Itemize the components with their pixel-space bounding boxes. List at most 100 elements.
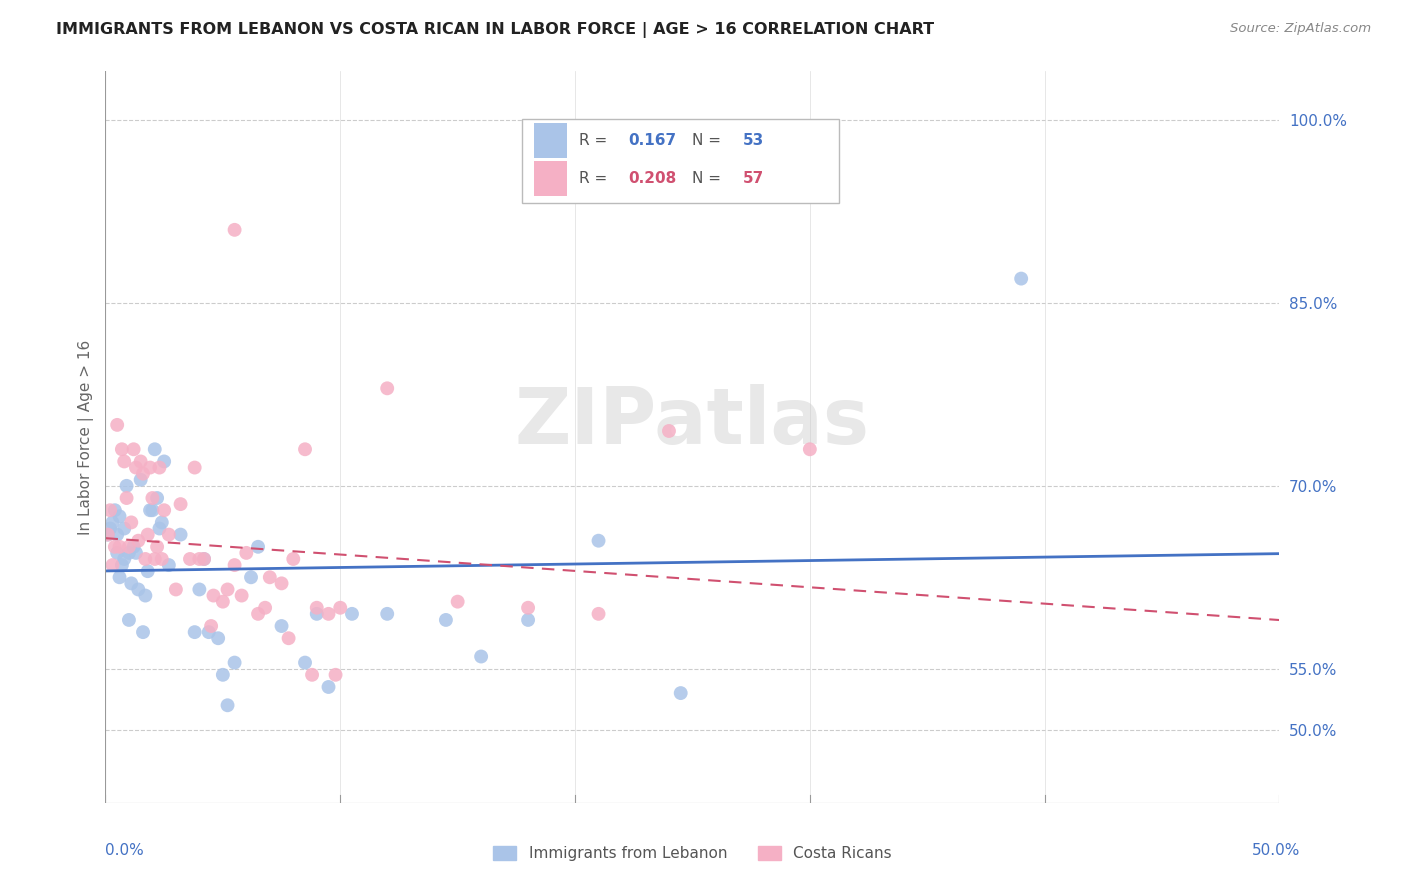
Point — [120, 576, 142, 591]
Text: N =: N = — [693, 171, 727, 186]
Point — [141, 503, 163, 517]
Point — [153, 503, 176, 517]
Point — [122, 442, 145, 457]
Point — [270, 576, 292, 591]
Text: R =: R = — [579, 171, 612, 186]
Point — [146, 540, 169, 554]
Point — [115, 479, 138, 493]
Point — [143, 552, 166, 566]
Point — [108, 509, 131, 524]
Point — [301, 667, 323, 681]
Point — [188, 552, 211, 566]
Point — [115, 491, 138, 505]
Point — [202, 589, 225, 603]
Point — [104, 540, 127, 554]
Point — [157, 527, 180, 541]
Point — [148, 460, 170, 475]
Point — [129, 473, 152, 487]
Point — [153, 454, 176, 468]
Point — [217, 582, 239, 597]
Point — [118, 546, 141, 560]
Point — [517, 600, 540, 615]
Point — [132, 625, 155, 640]
Point — [247, 540, 270, 554]
Text: Source: ZipAtlas.com: Source: ZipAtlas.com — [1230, 22, 1371, 36]
Point — [111, 442, 134, 457]
Point — [188, 582, 211, 597]
Point — [122, 540, 145, 554]
Point — [588, 607, 610, 621]
Point — [127, 582, 149, 597]
Point — [470, 649, 492, 664]
Point — [434, 613, 457, 627]
Point — [104, 503, 127, 517]
Point — [111, 558, 134, 573]
Point — [259, 845, 281, 859]
Point — [305, 607, 328, 621]
Point — [231, 589, 253, 603]
Text: 57: 57 — [742, 171, 765, 186]
Text: R =: R = — [579, 133, 612, 148]
Point — [211, 667, 233, 681]
Point — [105, 527, 128, 541]
Point — [197, 625, 219, 640]
Point — [125, 546, 148, 560]
Point — [224, 656, 246, 670]
Point — [235, 546, 257, 560]
Point — [247, 607, 270, 621]
Point — [294, 656, 316, 670]
Point — [112, 552, 135, 566]
Text: IMMIGRANTS FROM LEBANON VS COSTA RICAN IN LABOR FORCE | AGE > 16 CORRELATION CHA: IMMIGRANTS FROM LEBANON VS COSTA RICAN I… — [56, 22, 935, 38]
Text: 50.0%: 50.0% — [1253, 843, 1301, 858]
Point — [98, 521, 121, 535]
Point — [101, 558, 124, 573]
Point — [101, 516, 124, 530]
Point — [143, 442, 166, 457]
Point — [136, 564, 159, 578]
Point — [179, 552, 201, 566]
Point — [235, 845, 257, 859]
Point — [112, 454, 135, 468]
Point — [193, 552, 215, 566]
Point — [375, 607, 398, 621]
Point — [108, 540, 131, 554]
Point — [148, 521, 170, 535]
Point — [97, 527, 120, 541]
Point — [447, 595, 470, 609]
Point — [207, 632, 229, 646]
Legend: Immigrants from Lebanon, Costa Ricans: Immigrants from Lebanon, Costa Ricans — [494, 846, 891, 861]
Text: 0.167: 0.167 — [628, 133, 676, 148]
Point — [183, 460, 205, 475]
Point — [139, 503, 162, 517]
Point — [108, 570, 131, 584]
FancyBboxPatch shape — [522, 119, 839, 203]
Text: 0.0%: 0.0% — [105, 843, 145, 858]
Point — [658, 424, 681, 438]
Point — [132, 467, 155, 481]
Point — [98, 503, 121, 517]
Point — [118, 540, 141, 554]
Point — [112, 521, 135, 535]
Point — [305, 600, 328, 615]
Point — [169, 527, 191, 541]
Point — [169, 497, 191, 511]
Point — [375, 381, 398, 395]
Point — [277, 632, 299, 646]
Text: ZIPatlas: ZIPatlas — [515, 384, 870, 460]
Point — [127, 533, 149, 548]
Text: N =: N = — [693, 133, 727, 148]
Point — [136, 527, 159, 541]
Point — [1010, 271, 1032, 285]
Point — [294, 442, 316, 457]
Point — [224, 558, 246, 573]
Text: 53: 53 — [742, 133, 765, 148]
Point — [283, 552, 305, 566]
Point — [799, 442, 821, 457]
Point — [259, 570, 281, 584]
Point — [105, 417, 128, 432]
Y-axis label: In Labor Force | Age > 16: In Labor Force | Age > 16 — [79, 340, 94, 534]
Point — [150, 516, 173, 530]
FancyBboxPatch shape — [534, 161, 567, 196]
Point — [134, 589, 156, 603]
Point — [318, 680, 340, 694]
